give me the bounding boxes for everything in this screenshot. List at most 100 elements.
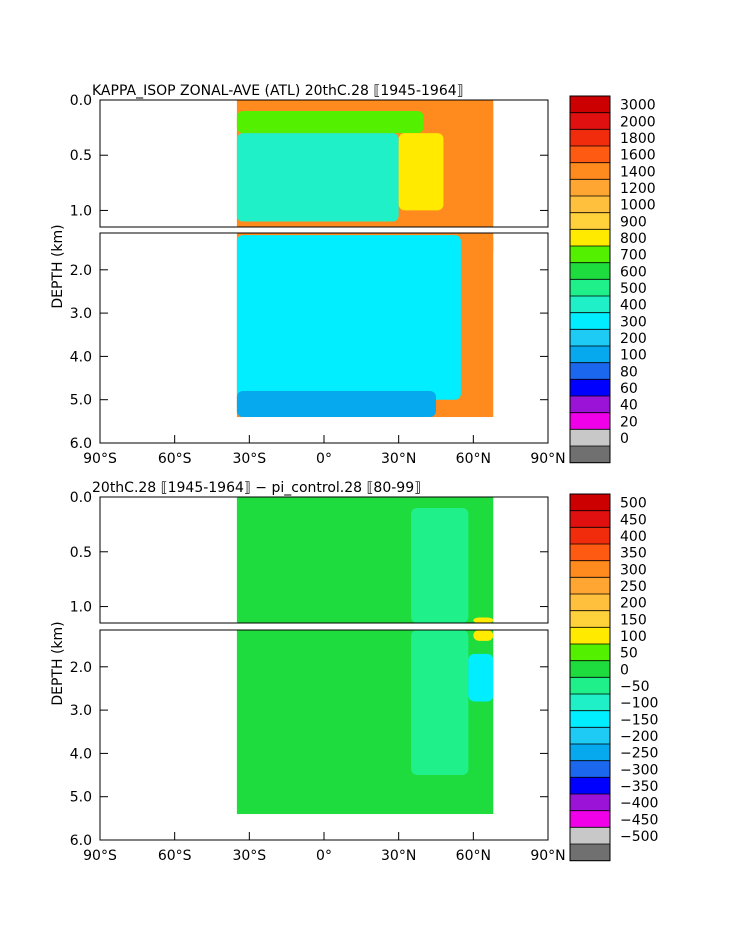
field-region-fill: [411, 630, 469, 776]
y-tick-label: 0.5: [70, 148, 92, 164]
field-region-fill: [473, 100, 494, 227]
colorbar-swatch: [570, 494, 610, 512]
colorbar-label: −300: [620, 762, 658, 778]
y-tick-label: 2.0: [70, 263, 92, 279]
x-tick-label: 0°: [316, 848, 332, 864]
colorbar-swatch: [570, 760, 610, 778]
y-tick-label: 0.0: [70, 93, 92, 109]
colorbar-label: 1000: [620, 198, 656, 214]
y-tick-label: 1.0: [70, 600, 92, 616]
colorbar-swatch: [570, 827, 610, 845]
colorbar-swatch: [570, 396, 610, 414]
field-region-fill: [473, 630, 494, 641]
colorbar-label: −350: [620, 779, 658, 795]
x-tick-label: 90°S: [83, 451, 117, 467]
colorbar-swatch: [570, 727, 610, 745]
colorbar-swatch: [570, 329, 610, 347]
colorbar-swatch: [570, 644, 610, 662]
field-region-fill: [468, 653, 494, 702]
y-tick-label: 3.0: [70, 306, 92, 322]
colorbar-label: −500: [620, 829, 658, 845]
x-tick-label: 30°N: [381, 848, 416, 864]
colorbar-swatch: [570, 212, 610, 230]
colorbar-swatch: [570, 844, 610, 862]
colorbar-label: −450: [620, 812, 658, 828]
colorbar-label: 0: [620, 662, 629, 678]
colorbar-label: −150: [620, 712, 658, 728]
colorbar-label: 450: [620, 512, 647, 528]
colorbar-label: 350: [620, 546, 647, 562]
colorbar-swatch: [570, 594, 610, 612]
colorbar-swatch: [570, 379, 610, 397]
colorbar-swatch: [570, 627, 610, 645]
colorbar-swatch: [570, 412, 610, 430]
y-axis-title: DEPTH (km): [50, 621, 66, 705]
colorbar-swatch: [570, 279, 610, 297]
colorbar-swatch: [570, 196, 610, 214]
field-region-fill: [236, 391, 436, 418]
y-tick-label: 1.0: [70, 203, 92, 219]
x-tick-label: 60°S: [158, 451, 192, 467]
y-tick-label: 6.0: [70, 833, 92, 849]
colorbar-label: 900: [620, 214, 647, 230]
colorbar-label: 1600: [620, 148, 656, 164]
colorbar-label: 700: [620, 248, 647, 264]
colorbar-label: 1200: [620, 181, 656, 197]
colorbar-label: 200: [620, 596, 647, 612]
colorbar-swatch: [570, 744, 610, 762]
colorbar-label: 600: [620, 264, 647, 280]
colorbar-swatch: [570, 510, 610, 528]
colorbar-swatch: [570, 179, 610, 197]
colorbar-swatch: [570, 710, 610, 728]
colorbar-swatch: [570, 794, 610, 812]
colorbar-label: 800: [620, 231, 647, 247]
x-tick-label: 60°N: [456, 848, 491, 864]
y-tick-label: 0.5: [70, 545, 92, 561]
colorbar-label: 100: [620, 629, 647, 645]
colorbar-label: 150: [620, 612, 647, 628]
colorbar-label: 500: [620, 496, 647, 512]
field-region-fill: [236, 133, 399, 222]
kappa-isop-chart: KAPPA_ISOP ZONAL-AVE (ATL) 20thC.28 ⟦194…: [50, 83, 656, 467]
colorbar-swatch: [570, 112, 610, 130]
colorbar-label: −200: [620, 729, 658, 745]
upper-panel-frame: [99, 496, 549, 624]
colorbar-label: 300: [620, 314, 647, 330]
colorbar-swatch: [570, 446, 610, 464]
colorbar-label: 50: [620, 646, 638, 662]
colorbar-swatch: [570, 429, 610, 447]
x-tick-label: 0°: [316, 451, 332, 467]
colorbar-swatch: [570, 810, 610, 828]
colorbar-label: 0: [620, 431, 629, 447]
x-tick-label: 30°S: [232, 451, 266, 467]
field-region-fill: [411, 507, 469, 623]
y-tick-label: 4.0: [70, 349, 92, 365]
colorbar-label: 3000: [620, 98, 656, 114]
colorbar-label: −50: [620, 679, 650, 695]
y-tick-label: 0.0: [70, 490, 92, 506]
colorbar-swatch: [570, 677, 610, 695]
colorbar-swatch: [570, 527, 610, 545]
field-region-fill: [236, 111, 424, 134]
colorbar-label: 1800: [620, 131, 656, 147]
difference-chart: 20thC.28 ⟦1945-1964⟧ − pi_control.28 ⟦80…: [50, 480, 658, 864]
x-tick-label: 30°S: [232, 848, 266, 864]
field-region-fill: [473, 233, 494, 257]
colorbar-label: 200: [620, 331, 647, 347]
colorbar-label: 40: [620, 398, 638, 414]
colorbar-label: 60: [620, 381, 638, 397]
chart-title: 20thC.28 ⟦1945-1964⟧ − pi_control.28 ⟦80…: [92, 480, 421, 496]
colorbar-label: 500: [620, 281, 647, 297]
colorbar-swatch: [570, 246, 610, 264]
y-axis-title: DEPTH (km): [50, 224, 66, 308]
colorbar-label: 20: [620, 414, 638, 430]
colorbar-swatch: [570, 229, 610, 247]
colorbar-swatch: [570, 312, 610, 330]
colorbar-swatch: [570, 660, 610, 678]
colorbar-swatch: [570, 777, 610, 795]
colorbar-label: 250: [620, 579, 647, 595]
x-tick-label: 30°N: [381, 451, 416, 467]
colorbar-label: 2000: [620, 114, 656, 130]
colorbar-swatch: [570, 346, 610, 364]
colorbar-swatch: [570, 610, 610, 628]
